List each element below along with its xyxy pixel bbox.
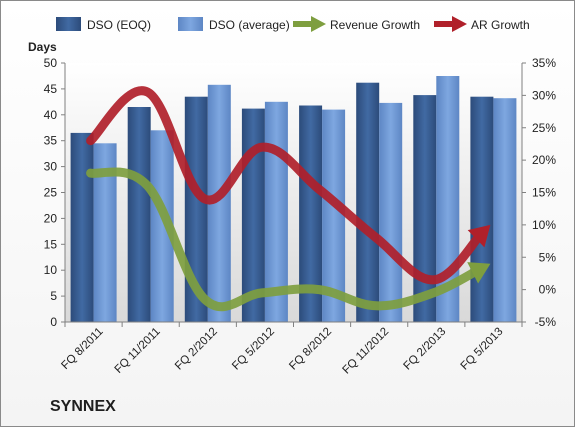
line-revenue-growth bbox=[86, 167, 485, 312]
left-tick-label: 5 bbox=[50, 289, 57, 303]
right-tick-label: 20% bbox=[532, 153, 556, 167]
bar-dso-average bbox=[93, 143, 117, 322]
line-ar-growth bbox=[86, 86, 487, 285]
left-tick-label: 30 bbox=[44, 160, 58, 174]
legend-swatch-dso-average bbox=[178, 17, 203, 31]
bar-dso-average bbox=[207, 84, 231, 322]
right-tick-label: 15% bbox=[532, 186, 556, 200]
left-tick-label: 40 bbox=[44, 108, 58, 122]
bar-dso-eoq bbox=[127, 107, 151, 322]
left-tick-label: 50 bbox=[44, 56, 58, 70]
left-tick-label: 15 bbox=[44, 237, 58, 251]
left-tick-label: 10 bbox=[44, 263, 58, 277]
right-tick-label: 35% bbox=[532, 56, 556, 70]
company-name: SYNNEX bbox=[50, 398, 116, 415]
left-tick-label: 25 bbox=[44, 186, 58, 200]
legend-swatch-dso-eoq bbox=[56, 17, 81, 31]
right-tick-label: 30% bbox=[532, 88, 556, 102]
legend-label-ar-growth: AR Growth bbox=[471, 18, 530, 32]
x-tick-label: FQ 8/2012 bbox=[287, 326, 334, 373]
legend-label-dso-average: DSO (average) bbox=[209, 18, 290, 32]
right-tick-label: -5% bbox=[535, 315, 557, 329]
bar-dso-eoq bbox=[184, 96, 208, 322]
right-tick-label: 0% bbox=[539, 283, 557, 297]
bar-dso-eoq bbox=[470, 96, 494, 322]
x-tick-label: FQ 2/2012 bbox=[173, 326, 220, 373]
bar-dso-eoq bbox=[413, 95, 437, 322]
bar-dso-eoq bbox=[299, 105, 323, 322]
legend-label-dso-eoq: DSO (EOQ) bbox=[87, 18, 151, 32]
right-tick-label: 25% bbox=[532, 121, 556, 135]
x-tick-label: FQ 5/2012 bbox=[230, 326, 277, 373]
bar-dso-average bbox=[379, 102, 403, 323]
bar-dso-eoq bbox=[70, 132, 94, 322]
arrowhead-ar-growth bbox=[467, 224, 491, 248]
arrowhead-revenue-growth bbox=[467, 262, 491, 284]
left-axis-title: Days bbox=[28, 40, 57, 54]
x-tick-label: FQ 11/2012 bbox=[340, 326, 391, 377]
x-tick-label: FQ 8/2011 bbox=[59, 326, 105, 372]
x-tick-label: FQ 5/2013 bbox=[459, 326, 506, 373]
legend-arrowhead-revenue-growth bbox=[311, 16, 326, 32]
x-tick-label: FQ 2/2013 bbox=[402, 326, 449, 373]
right-tick-label: 10% bbox=[532, 218, 556, 232]
legend-label-revenue-growth: Revenue Growth bbox=[330, 18, 420, 32]
bar-dso-eoq bbox=[356, 82, 380, 322]
right-tick-label: 5% bbox=[539, 250, 557, 264]
bar-dso-average bbox=[322, 109, 346, 322]
x-tick-label: FQ 11/2011 bbox=[113, 326, 163, 376]
left-tick-label: 45 bbox=[44, 82, 58, 96]
bar-dso-average bbox=[150, 130, 174, 322]
left-tick-label: 20 bbox=[44, 211, 58, 225]
left-tick-label: 0 bbox=[50, 315, 57, 329]
bar-dso-average bbox=[493, 98, 517, 322]
bar-dso-average bbox=[436, 76, 460, 322]
left-tick-label: 35 bbox=[44, 134, 58, 148]
legend-arrowhead-ar-growth bbox=[452, 16, 467, 32]
